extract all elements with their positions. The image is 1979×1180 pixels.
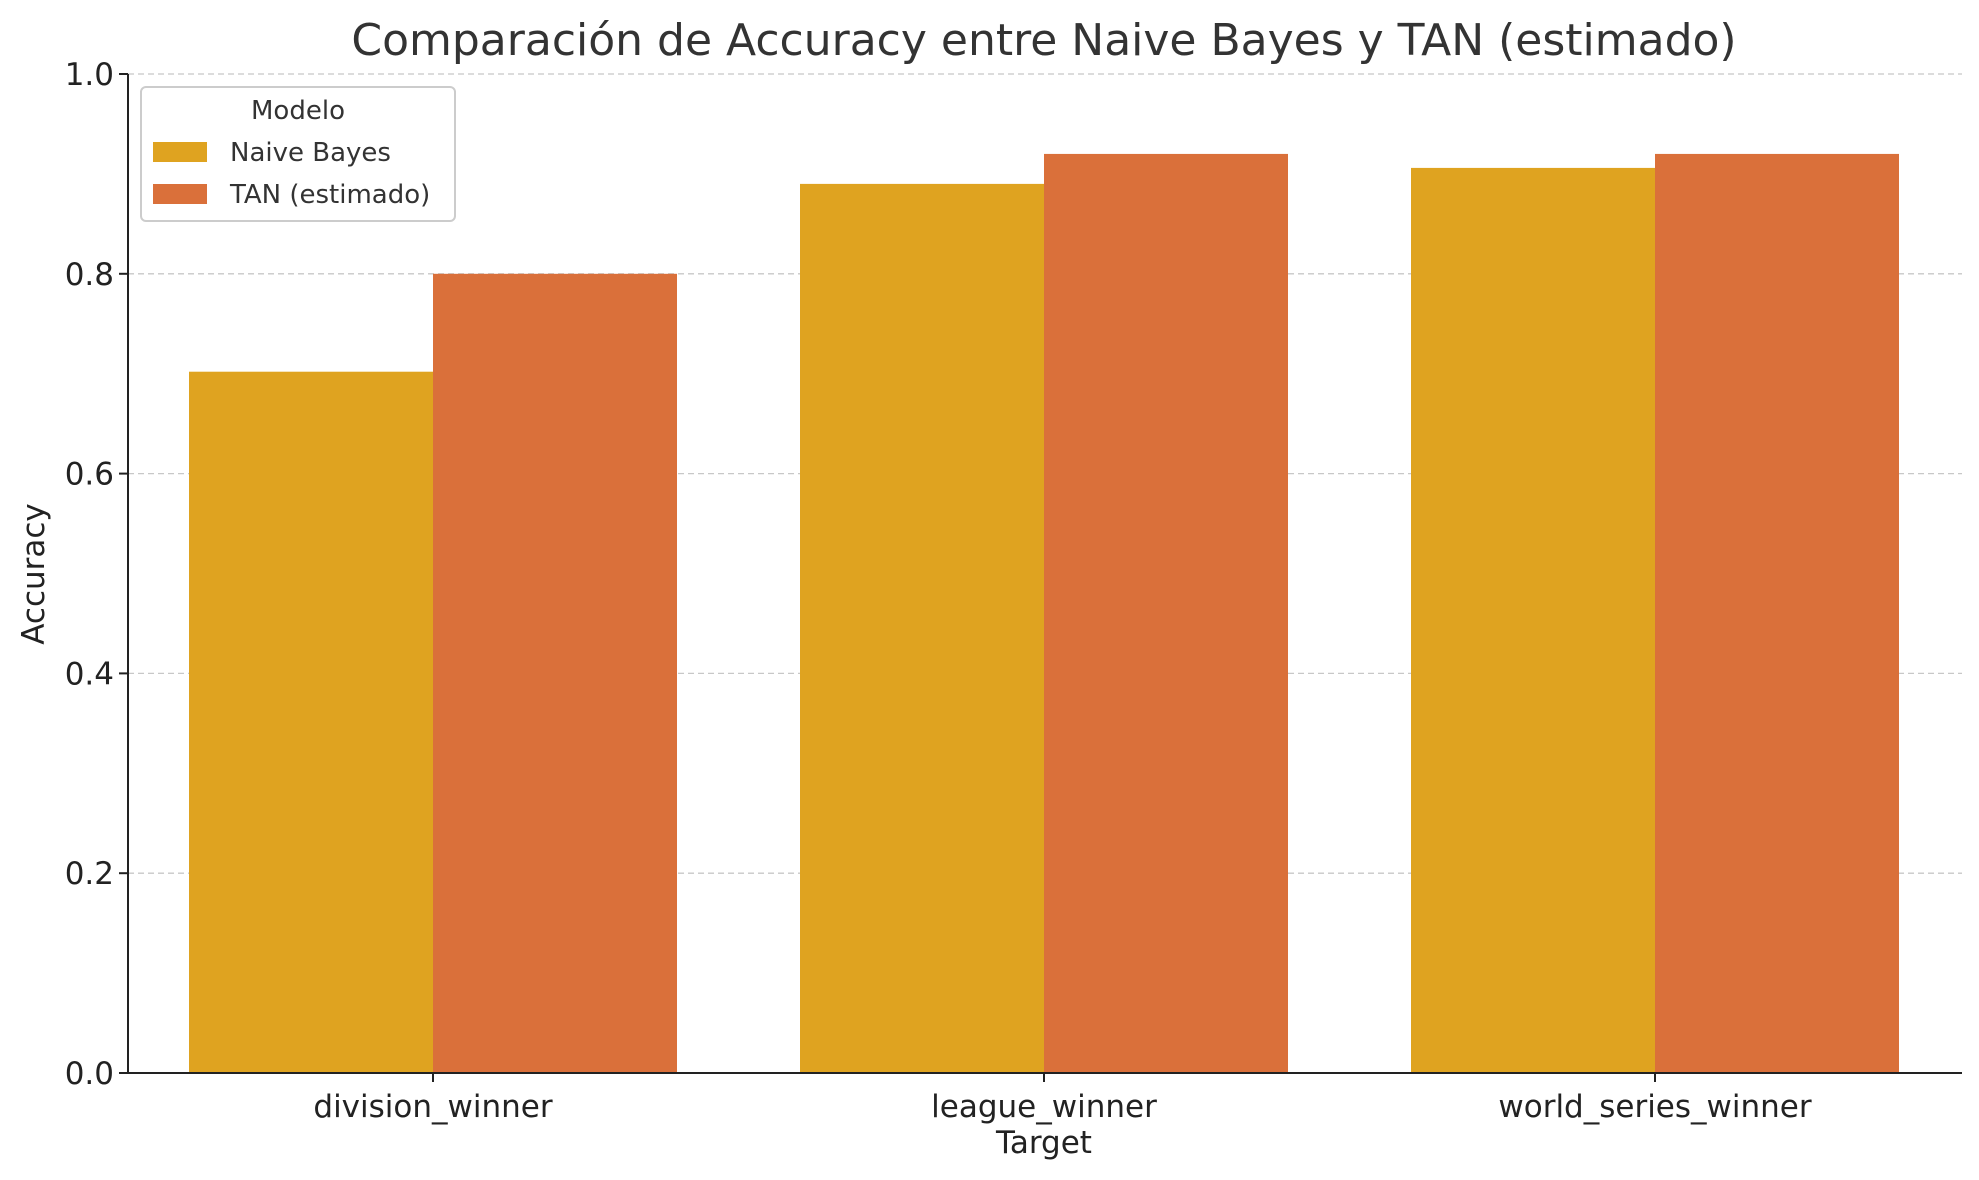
bar-tan-league-winner xyxy=(1044,153,1288,1074)
legend-title: Modelo xyxy=(251,96,345,126)
legend-box xyxy=(140,86,456,222)
bar-tan-division-winner xyxy=(433,273,677,1073)
y-tick-label: 0.0 xyxy=(65,1056,114,1092)
legend-label-tan: TAN (estimado) xyxy=(229,180,430,210)
y-tick-label: 0.4 xyxy=(65,656,114,692)
y-tick-label: 0.2 xyxy=(65,856,114,892)
y-axis-ticks: 0.0 0.2 0.4 0.6 0.8 1.0 xyxy=(65,57,128,1092)
y-tick-label: 0.6 xyxy=(65,457,114,493)
y-axis-label: Accuracy xyxy=(16,503,52,645)
y-tick-label: 0.8 xyxy=(65,257,114,293)
legend-swatch-naive-bayes xyxy=(153,142,207,162)
legend-label-naive-bayes: Naive Bayes xyxy=(230,138,391,168)
bar-naive-bayes-world-series-winner xyxy=(1411,167,1655,1073)
x-axis-ticks: division_winner league_winner world_series… xyxy=(313,1073,1812,1125)
y-tick-label: 1.0 xyxy=(65,57,114,93)
x-tick-label: division_winner xyxy=(313,1089,552,1125)
chart-title: Comparación de Accuracy entre Naive Baye… xyxy=(351,15,1736,66)
x-tick-label: world_series_winner xyxy=(1498,1089,1811,1125)
bars xyxy=(189,153,1899,1074)
legend: Modelo Naive Bayes TAN (estimado) xyxy=(140,86,456,222)
x-axis-label: Target xyxy=(995,1125,1092,1161)
x-tick-label: league_winner xyxy=(931,1089,1157,1125)
bar-naive-bayes-league-winner xyxy=(800,183,1044,1073)
bar-naive-bayes-division-winner xyxy=(189,371,433,1073)
legend-swatch-tan xyxy=(153,184,207,204)
bar-tan-world-series-winner xyxy=(1655,153,1899,1074)
